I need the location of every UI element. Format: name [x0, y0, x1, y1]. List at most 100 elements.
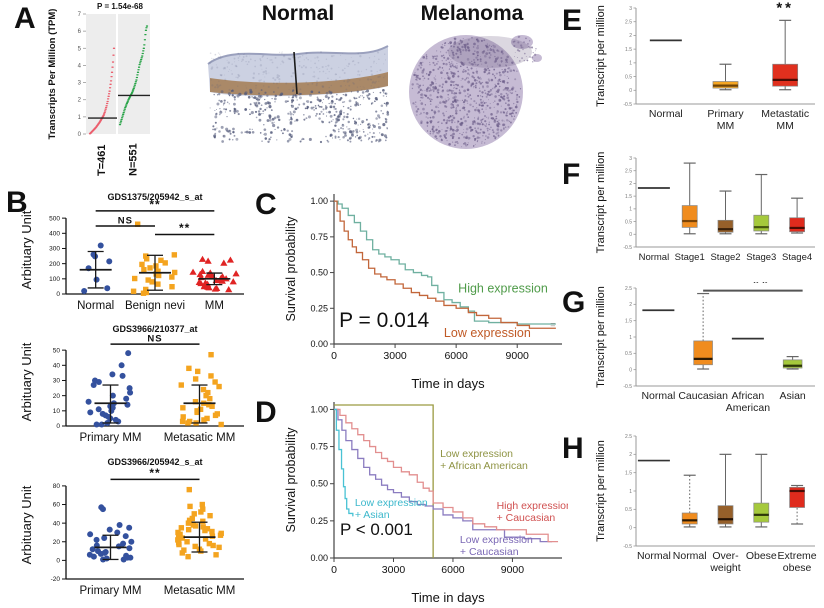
- svg-text:1.5: 1.5: [625, 318, 632, 324]
- svg-text:High expression: High expression: [458, 282, 548, 296]
- svg-text:Stage2: Stage2: [710, 252, 740, 263]
- svg-text:5: 5: [78, 46, 82, 52]
- panel-b-label: B: [6, 186, 28, 219]
- svg-text:Low expression: Low expression: [440, 448, 513, 460]
- svg-text:GDS3966/205942_s_at: GDS3966/205942_s_at: [107, 457, 202, 467]
- svg-text:Asian: Asian: [779, 390, 805, 402]
- svg-text:Arbituary Unit: Arbituary Unit: [20, 485, 34, 564]
- svg-text:Normal: Normal: [637, 550, 671, 562]
- panel-a-label: A: [14, 2, 36, 35]
- panel-c-survival-curve: 0.00 0.25 0.50 0.75 1.00 0 3000 6000 9000 Surviva…: [284, 194, 562, 391]
- svg-text:1.00: 1.00: [310, 196, 328, 206]
- svg-text:Metasatic MM: Metasatic MM: [164, 585, 236, 597]
- svg-text:African: African: [732, 390, 765, 402]
- svg-text:Primary MM: Primary MM: [80, 432, 142, 444]
- svg-text:Low expression: Low expression: [460, 534, 533, 546]
- svg-text:**: **: [776, 2, 794, 16]
- svg-text:3000: 3000: [382, 564, 406, 576]
- svg-text:GDS1375/205942_s_at: GDS1375/205942_s_at: [107, 192, 202, 202]
- svg-text:30: 30: [53, 378, 61, 385]
- svg-text:400: 400: [49, 231, 60, 238]
- svg-text:MM: MM: [717, 120, 735, 132]
- svg-text:0: 0: [629, 232, 632, 238]
- svg-text:Obese: Obese: [746, 550, 777, 562]
- panel-b-dotplot-gds1375: GDS1375/205942_s_at Arbituary Unit 0 100 200…: [20, 192, 244, 312]
- svg-text:Caucasian: Caucasian: [678, 390, 728, 402]
- svg-text:0.50: 0.50: [310, 479, 328, 489]
- svg-text:100: 100: [49, 276, 60, 283]
- svg-text:Transcript per million: Transcript per million: [595, 5, 607, 107]
- svg-text:P = 1.54e-68: P = 1.54e-68: [97, 2, 143, 11]
- svg-text:Primary: Primary: [707, 108, 744, 120]
- svg-text:Low expression: Low expression: [355, 497, 428, 509]
- panel-h-boxplot: 2.5 2 1.5 1 0.5 0 -0.5 Transcript per million No…: [595, 434, 817, 574]
- svg-text:P < 0.001: P < 0.001: [340, 520, 413, 539]
- svg-text:10: 10: [53, 408, 61, 415]
- svg-text:1.00: 1.00: [310, 404, 328, 414]
- panel-c-label: C: [255, 188, 277, 221]
- panel-e-boxplot: 3 2.5 2 1.5 1 0.5 0 -0.5 Transcript per million N…: [595, 2, 815, 132]
- svg-text:Arbituary Unit: Arbituary Unit: [20, 210, 34, 289]
- svg-text:6000: 6000: [441, 564, 465, 576]
- svg-text:0.00: 0.00: [310, 339, 328, 349]
- svg-text:Low expression: Low expression: [444, 326, 531, 340]
- svg-text:Primary MM: Primary MM: [80, 585, 142, 597]
- svg-text:0.5: 0.5: [625, 351, 632, 357]
- svg-text:Benign nevi: Benign nevi: [125, 300, 185, 312]
- panel-g-label: G: [562, 286, 586, 319]
- svg-text:+ African American: + African American: [440, 460, 528, 472]
- svg-text:40: 40: [53, 363, 61, 370]
- svg-text:Stage3: Stage3: [746, 252, 776, 263]
- svg-text:0: 0: [56, 558, 60, 565]
- svg-text:0: 0: [56, 291, 60, 298]
- svg-text:0: 0: [331, 564, 337, 576]
- melanoma-histology-image: [409, 35, 542, 149]
- svg-text:-0.5: -0.5: [623, 544, 632, 550]
- svg-text:0: 0: [629, 88, 632, 94]
- svg-text:P = 0.014: P = 0.014: [339, 309, 429, 332]
- panel-b-dotplot-gds3966-205942: GDS3966/205942_s_at Arbituary Unit -20 0 20 4…: [20, 457, 244, 597]
- svg-text:Normal: Normal: [673, 550, 707, 562]
- svg-text:0.00: 0.00: [310, 553, 328, 563]
- svg-text:3000: 3000: [383, 350, 407, 362]
- normal-histology-title: Normal: [261, 2, 335, 25]
- svg-text:Transcript per million: Transcript per million: [595, 440, 607, 542]
- svg-text:High expression: High expression: [497, 500, 568, 512]
- svg-text:2.5: 2.5: [625, 20, 632, 26]
- svg-text:-0.5: -0.5: [623, 384, 632, 390]
- panel-d-survival-curve: 0.00 0.25 0.50 0.75 1.00 0 3000 6000 9000 Surviva…: [284, 402, 568, 605]
- svg-text:0.5: 0.5: [625, 507, 632, 513]
- svg-text:N=551: N=551: [128, 143, 140, 176]
- svg-text:**: **: [149, 466, 160, 480]
- svg-text:1.5: 1.5: [625, 194, 632, 200]
- panel-f-boxplot: 3 2.5 2 1.5 1 0.5 0 -0.5 Transcript per million N…: [595, 152, 815, 263]
- svg-text:1.5: 1.5: [625, 47, 632, 53]
- svg-text:2.5: 2.5: [625, 434, 632, 440]
- svg-text:6000: 6000: [444, 350, 468, 362]
- panel-h-label: H: [562, 432, 584, 465]
- svg-text:3: 3: [629, 6, 632, 12]
- panel-f-label: F: [562, 158, 581, 191]
- svg-text:**: **: [179, 221, 190, 235]
- svg-text:3: 3: [629, 156, 632, 162]
- panel-b-dotplot-gds3966-210377: GDS3966/210377_at Arbituary Unit 0 10 20 30 40…: [20, 324, 244, 444]
- svg-text:1: 1: [78, 115, 82, 121]
- svg-text:7: 7: [78, 12, 82, 18]
- svg-text:2: 2: [629, 452, 632, 458]
- svg-text:2.5: 2.5: [625, 286, 632, 292]
- svg-text:50: 50: [53, 347, 61, 354]
- melanoma-histology-title: Melanoma: [420, 2, 524, 25]
- svg-text:4: 4: [78, 63, 82, 69]
- svg-text:Extreme: Extreme: [778, 550, 817, 562]
- svg-text:500: 500: [49, 215, 60, 222]
- svg-text:Metastatic: Metastatic: [761, 108, 809, 120]
- svg-text:Over-: Over-: [712, 550, 739, 562]
- svg-text:NS: NS: [118, 216, 133, 227]
- svg-text:T=461: T=461: [96, 145, 108, 177]
- svg-text:**: **: [149, 197, 160, 211]
- svg-text:Survival probability: Survival probability: [284, 427, 298, 533]
- svg-text:0.75: 0.75: [310, 442, 328, 452]
- svg-text:9000: 9000: [501, 564, 525, 576]
- svg-text:weight: weight: [709, 562, 740, 574]
- svg-text:-0.5: -0.5: [623, 102, 632, 108]
